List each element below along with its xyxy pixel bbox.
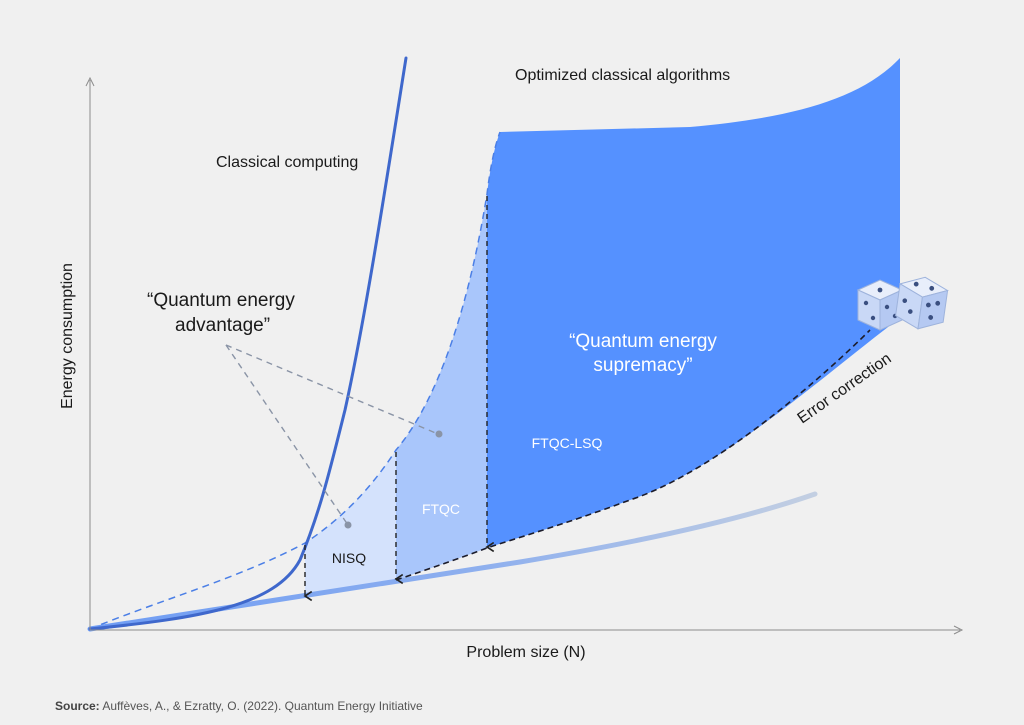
advantage-pointer-1 [225, 344, 349, 526]
y-axis-arrow [85, 76, 95, 87]
classical-computing-label: Classical computing [216, 154, 358, 171]
source-citation: Source: Auffèves, A., & Ezratty, O. (202… [55, 699, 423, 713]
supremacy-label-line1: “Quantum energy [569, 331, 717, 352]
advantage-pointer-2 [225, 344, 439, 435]
classical-computing-curve [88, 56, 408, 631]
source-text: Auffèves, A., & Ezratty, O. (2022). Quan… [102, 699, 423, 713]
dice-icon [856, 276, 949, 331]
optimized-classical-label: Optimized classical algorithms [515, 67, 730, 84]
source-prefix: Source: [55, 699, 100, 713]
advantage-label-line1: “Quantum energy [147, 290, 295, 311]
ftqc-label: FTQC [422, 501, 460, 517]
supremacy-label-line2: supremacy” [593, 355, 692, 376]
x-axis-label: Problem size (N) [466, 644, 585, 661]
supremacy-region [487, 58, 900, 548]
error-correction-curve [395, 329, 871, 581]
advantage-dot-ftqc [435, 430, 443, 438]
x-axis-arrow [953, 625, 964, 635]
ftqc-lsq-label: FTQC-LSQ [532, 435, 603, 451]
quantum-envelope-curve [89, 131, 501, 630]
nisq-label: NISQ [332, 550, 366, 566]
y-axis-label: Energy consumption [59, 263, 76, 409]
advantage-dot-nisq [344, 521, 352, 529]
advantage-label-line2: advantage” [175, 315, 270, 336]
ftqc-region [396, 194, 487, 580]
